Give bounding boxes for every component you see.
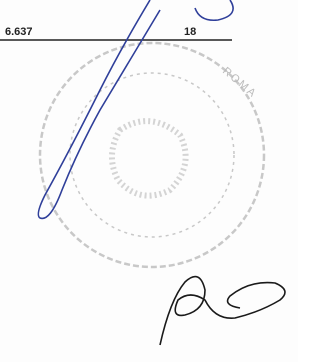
figure: 6.637 <box>5 26 33 38</box>
paper <box>0 0 298 362</box>
document-scan: ROMA 6.637 18 <box>0 0 298 362</box>
page: {"document": {"figures": ["6.637", "18"]… <box>0 0 298 362</box>
figure: 18 <box>184 26 196 38</box>
